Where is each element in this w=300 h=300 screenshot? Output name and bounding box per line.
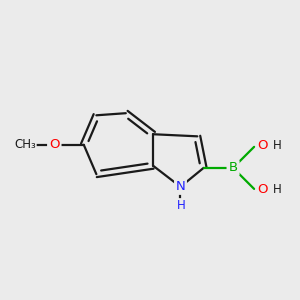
Text: N: N — [176, 180, 185, 193]
Text: H: H — [273, 139, 282, 152]
Text: O: O — [257, 184, 268, 196]
Text: CH₃: CH₃ — [14, 138, 36, 151]
Text: O: O — [257, 139, 268, 152]
Text: H: H — [273, 184, 282, 196]
Text: B: B — [229, 161, 238, 174]
Text: O: O — [49, 138, 60, 151]
Text: H: H — [177, 199, 186, 212]
